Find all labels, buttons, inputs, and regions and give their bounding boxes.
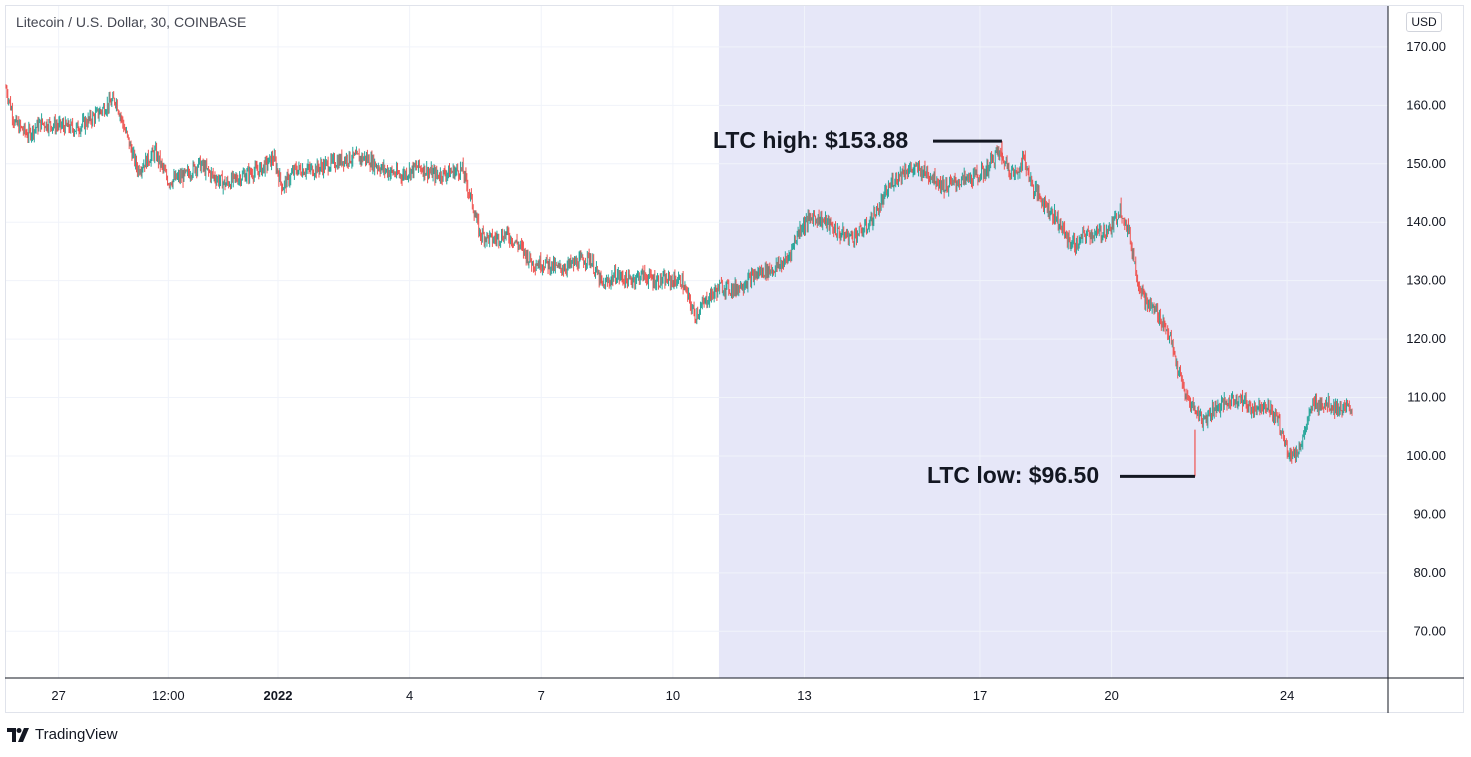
- y-tick-label: 120.00: [1406, 331, 1446, 346]
- x-tick-label: 17: [973, 688, 987, 703]
- y-tick-label: 70.00: [1413, 623, 1446, 638]
- currency-button[interactable]: USD: [1406, 12, 1442, 32]
- x-tick-label: 12:00: [152, 688, 185, 703]
- y-tick-label: 140.00: [1406, 214, 1446, 229]
- y-tick-label: 110.00: [1407, 390, 1446, 405]
- annotation-low-label: LTC low: $96.50: [927, 462, 1100, 489]
- symbol-title: Litecoin / U.S. Dollar, 30, COINBASE: [16, 14, 247, 30]
- tradingview-logo-icon: [7, 727, 29, 742]
- tradingview-brand[interactable]: TradingView: [7, 726, 118, 743]
- brand-name: TradingView: [35, 726, 118, 743]
- x-tick-label: 27: [51, 688, 65, 703]
- y-tick-label: 150.00: [1406, 156, 1446, 171]
- x-tick-label: 20: [1104, 688, 1118, 703]
- candles: [5, 84, 1353, 477]
- x-tick-label: 10: [666, 688, 680, 703]
- y-tick-label: 130.00: [1406, 273, 1446, 288]
- y-tick-label: 100.00: [1406, 448, 1446, 463]
- highlighted-date-range: [718, 6, 1388, 678]
- grid: [6, 6, 1388, 678]
- y-tick-label: 170.00: [1406, 39, 1446, 54]
- x-tick-label: 13: [797, 688, 811, 703]
- y-tick-label: 80.00: [1413, 565, 1446, 580]
- x-tick-label: 2022: [264, 688, 293, 703]
- annotation-high-label: LTC high: $153.88: [713, 127, 909, 154]
- x-tick-label: 24: [1280, 688, 1294, 703]
- annotation-lines: [933, 139, 1195, 478]
- time-axis[interactable]: 27 12:00 2022 4 7 10 13 17 20 24: [5, 677, 1464, 703]
- x-tick-label: 7: [538, 688, 545, 703]
- price-axis[interactable]: 70.00 80.00 90.00 100.00 110.00 120.00 130.00 1…: [1387, 6, 1446, 713]
- y-tick-label: 90.00: [1413, 506, 1446, 521]
- y-tick-label: 160.00: [1406, 97, 1446, 112]
- x-tick-label: 4: [406, 688, 413, 703]
